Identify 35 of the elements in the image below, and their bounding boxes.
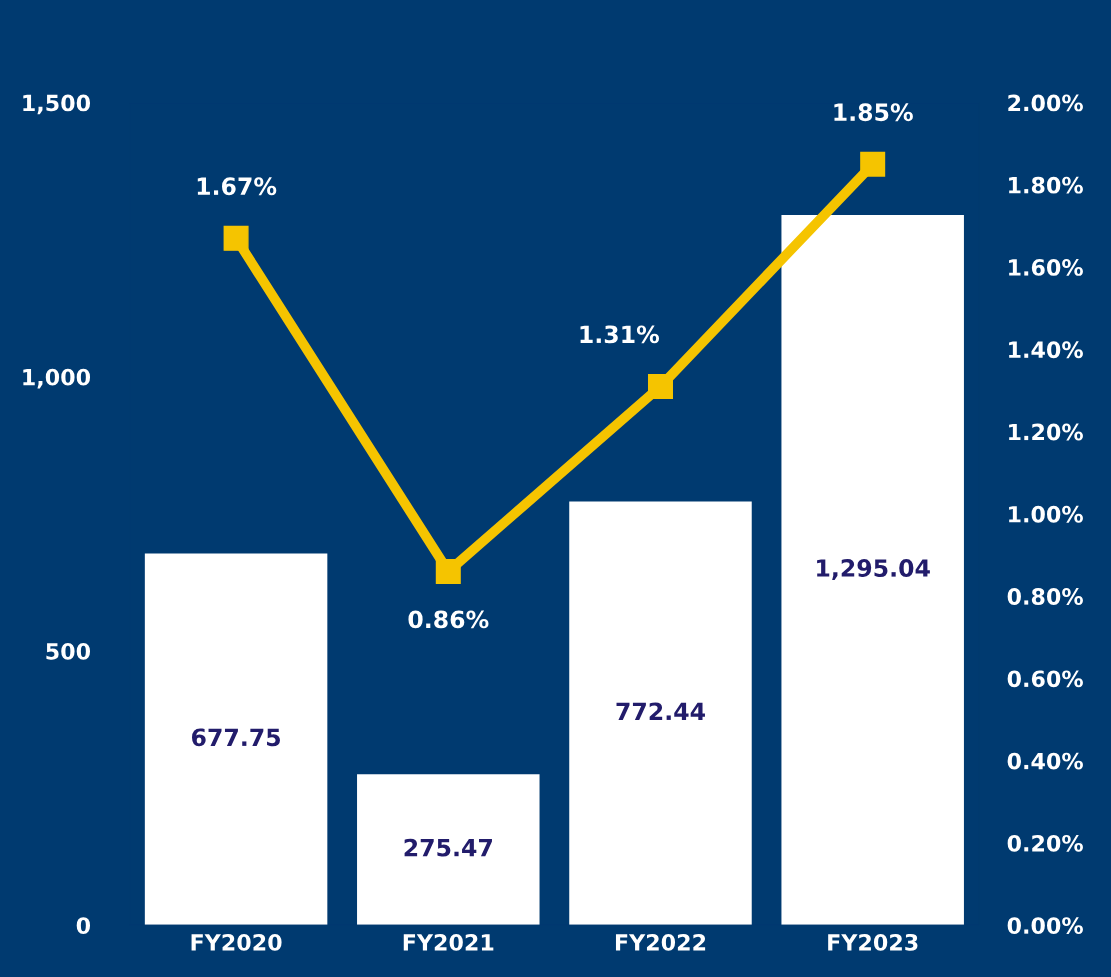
y2-tick-label: 0.20% xyxy=(1007,834,1083,852)
data-label: 677.75 xyxy=(192,728,280,747)
x-tick-label: FY2021 xyxy=(403,933,494,951)
point xyxy=(647,373,673,399)
y2-tick-label: 0.00% xyxy=(1007,917,1083,934)
point xyxy=(860,151,886,177)
data-label: 0.86% xyxy=(408,610,489,629)
y2-tick-label: 1.60% xyxy=(1009,259,1083,276)
data-label: 1.31% xyxy=(580,325,660,344)
data-label: 1,295.04 xyxy=(817,559,930,580)
bar xyxy=(781,214,964,926)
point xyxy=(435,558,461,584)
data-label: 1.67% xyxy=(197,177,277,196)
y-tick-label: 1,500 xyxy=(23,94,91,115)
bar xyxy=(144,553,328,926)
x-tick-label: FY2020 xyxy=(191,933,282,951)
bar xyxy=(569,501,752,926)
y-tick-label: 0 xyxy=(76,917,91,934)
data-label: 1.85% xyxy=(834,103,913,122)
point xyxy=(223,225,249,251)
data-label: 275.47 xyxy=(404,838,492,857)
bar xyxy=(357,774,540,926)
y-tick-label: 500 xyxy=(46,642,91,660)
y2-tick-label: 1.00% xyxy=(1009,505,1083,523)
y2-tick-label: 1.40% xyxy=(1009,341,1083,359)
y2-tick-label: 2.00% xyxy=(1008,94,1083,112)
y2-tick-label: 0.40% xyxy=(1007,752,1083,770)
y-tick-label: 1,000 xyxy=(23,368,91,389)
y2-tick-label: 1.80% xyxy=(1009,176,1083,194)
y2-tick-label: 0.60% xyxy=(1007,670,1083,688)
y2-tick-label: 0.80% xyxy=(1007,588,1083,605)
data-label: 772.44 xyxy=(616,702,705,720)
x-tick-label: FY2023 xyxy=(828,933,918,951)
x-tick-label: FY2022 xyxy=(615,933,706,951)
y2-tick-label: 1.20% xyxy=(1009,423,1083,441)
